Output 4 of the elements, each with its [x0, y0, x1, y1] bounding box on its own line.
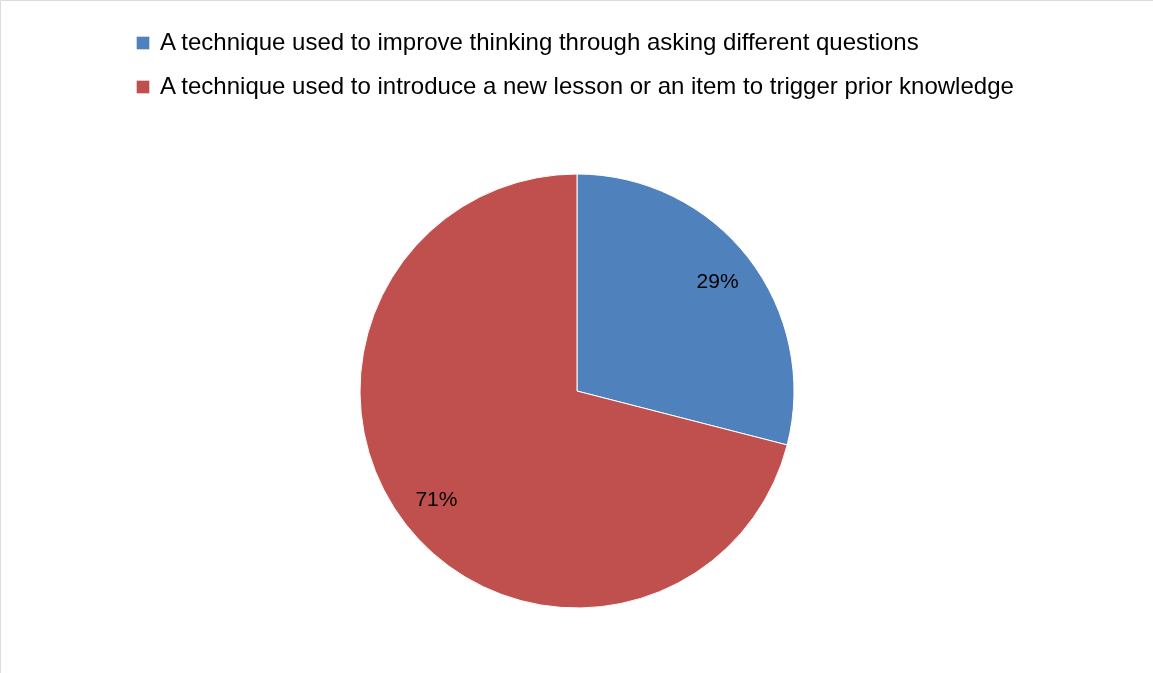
legend-label: A technique used to introduce a new lesson or an item to trigger prior knowledge	[160, 72, 1014, 99]
data-label: 29%	[696, 268, 739, 292]
data-label: 71%	[415, 487, 458, 511]
legend-label: A technique used to improve thinking through asking different questions	[160, 28, 919, 55]
